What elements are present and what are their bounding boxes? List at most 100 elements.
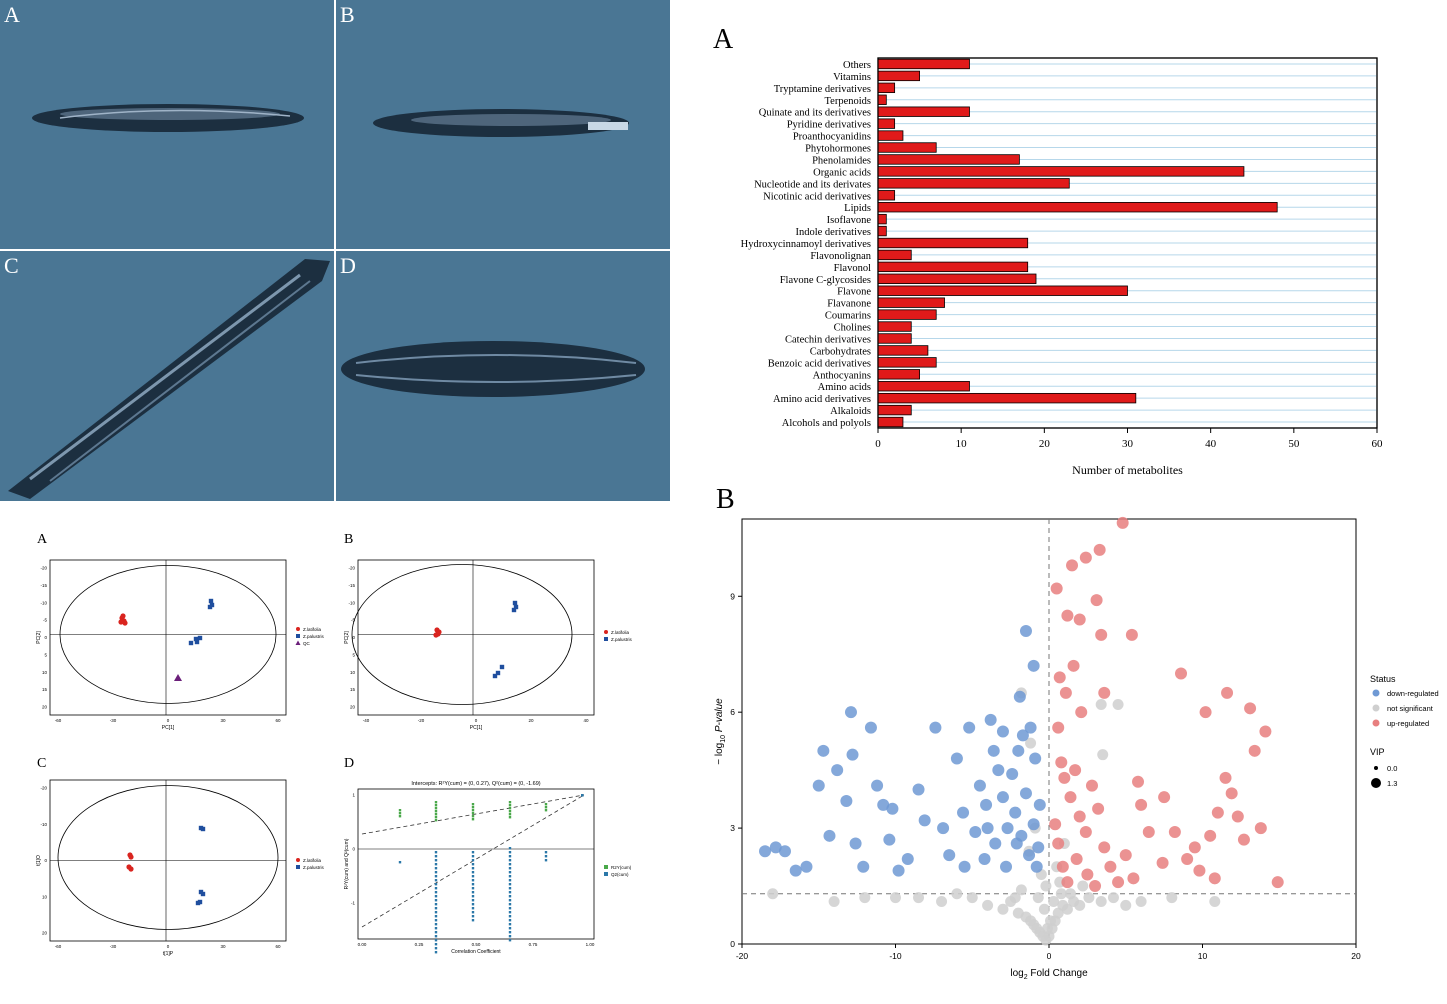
q2-point [508,855,512,858]
q2-point [508,911,512,914]
point-not-significant [1135,896,1147,907]
sample-point [122,620,128,626]
point-not-significant [767,888,779,900]
x-tick-label: 30 [220,944,226,949]
point-up-regulated [1092,802,1105,815]
q2-point [434,891,438,894]
bar-29 [877,404,912,416]
category-label: Alkaloids [830,406,871,417]
q2-point [508,863,512,866]
r2y-point [398,812,402,815]
y-tick-label: 20 [42,931,48,936]
sample-point [174,674,182,681]
point-down-regulated [1019,625,1032,638]
y-tick-label: -10 [40,600,47,605]
q2-point [508,879,512,882]
point-up-regulated [1064,791,1077,804]
r2y-point [508,804,512,807]
y-tick-label: 0 [352,847,355,852]
pca-plot-a: -60 -30 0 30 60 -20 -15 -10 -5 0 5 10 15 20 PC[1] PC[2]… [36,559,325,731]
legend-label: Z.palustris [303,865,325,870]
x-tick-label: 60 [275,718,281,723]
r2y-point [434,810,438,813]
x-tick-label: 50 [1288,438,1300,450]
q2-point [471,883,475,886]
bar-17 [877,261,1029,273]
q2-point [471,867,475,870]
y-tick-label: -20 [40,786,47,791]
q2-point [434,863,438,866]
point-down-regulated [1032,841,1045,854]
point-up-regulated [1231,810,1244,823]
point-up-regulated [1053,671,1066,684]
q2-point [434,915,438,918]
photo-label-c: C [4,253,19,278]
x-tick-label: 0.50 [472,942,481,947]
point-up-regulated [1104,860,1117,873]
category-label: Amino acid derivatives [773,394,871,405]
point-not-significant [1095,896,1107,907]
point-up-regulated [1049,818,1062,831]
bar-5 [877,118,896,129]
category-label: Vitamins [833,72,871,83]
q2-point [471,855,475,858]
point-up-regulated [1067,659,1080,672]
q2-point [508,891,512,894]
point-down-regulated [1015,829,1028,842]
q2-point [434,859,438,862]
category-label: Cholines [834,323,871,334]
x-tick-label: -60 [55,944,62,949]
point-up-regulated [1073,810,1086,823]
x-tick-label: -10 [889,951,902,961]
point-down-regulated [978,853,991,865]
legend-label: Z.latifolia [611,630,630,635]
pca-a-label: A [37,532,48,547]
x-tick-label: 30 [220,718,226,723]
point-not-significant [1015,884,1027,896]
legend-status-label: up-regulated [1387,719,1429,728]
q2-point [508,903,512,906]
q2-point [434,871,438,874]
sample-point [128,854,134,860]
point-down-regulated [958,860,971,873]
bar-27 [877,381,970,392]
point-not-significant [1209,896,1221,907]
photo-panel-c: C [0,251,334,501]
legend-swatch [604,865,608,869]
point-up-regulated [1259,725,1272,738]
y-axis-title: t[1]O [36,855,42,866]
legend-label: Z.latifolia [303,627,322,632]
point-not-significant [1083,892,1095,904]
point-up-regulated [1158,791,1171,804]
r2y-point [434,801,438,804]
x-axis-title: log2 Fold Change [1010,968,1088,981]
legend-label: Z.palustris [611,637,633,642]
point-down-regulated [912,783,925,796]
r2y-point [471,806,475,809]
y-axis-title: PC[2] [344,631,350,644]
point-down-regulated [883,833,896,846]
point-up-regulated [1199,706,1212,719]
y-tick-label: 0 [44,858,47,863]
confidence-ellipse [57,785,279,930]
x-tick-label: 20 [528,718,534,723]
legend-swatch [1372,689,1380,697]
bar-30 [877,416,904,428]
sample-point [499,664,505,670]
legend-swatch [604,630,608,634]
category-label: Coumarins [825,311,871,322]
q2-point [471,895,475,898]
point-down-regulated [1016,729,1029,742]
y-tick-label: -5 [43,618,47,623]
legend-swatch [295,640,301,645]
point-down-regulated [789,864,802,877]
sample-point [188,640,194,646]
q2-point [508,907,512,910]
y-tick-label: -15 [348,583,355,588]
x-tick-label: -20 [736,951,749,961]
point-not-significant [913,892,925,904]
point-up-regulated [1271,876,1284,889]
point-not-significant [1055,888,1067,900]
point-up-regulated [1061,609,1074,622]
bar-16 [877,249,912,261]
